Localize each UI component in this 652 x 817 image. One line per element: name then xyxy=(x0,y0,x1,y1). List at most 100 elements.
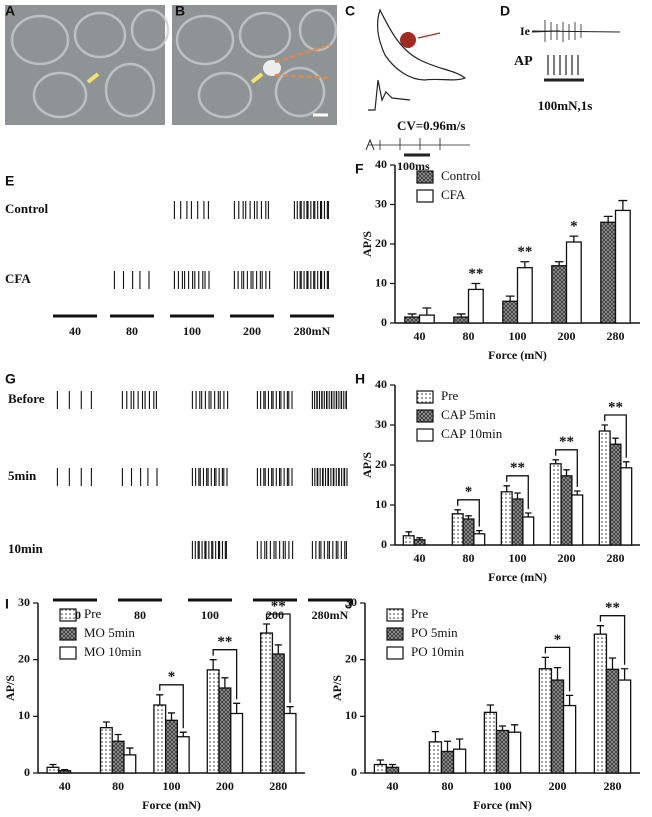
error-bar xyxy=(612,437,619,445)
y-axis-label: AP/S xyxy=(360,231,374,257)
error-bar xyxy=(407,313,417,318)
bar xyxy=(502,300,519,324)
bar xyxy=(600,221,617,324)
x-tick-label: 100 xyxy=(509,329,527,343)
bar xyxy=(452,748,467,774)
bar xyxy=(404,316,421,324)
bar xyxy=(550,679,565,774)
error-bar xyxy=(603,215,613,223)
bar xyxy=(538,668,553,774)
significance-bracket xyxy=(212,649,238,700)
ie-label: Ie xyxy=(520,24,531,38)
bar xyxy=(507,731,522,774)
force-label: 80 xyxy=(126,324,138,338)
bar xyxy=(473,533,486,546)
error-bar xyxy=(61,768,69,771)
bar xyxy=(206,669,220,774)
error-bar xyxy=(416,537,423,540)
error-bar xyxy=(608,657,617,670)
significance-bracket xyxy=(544,646,571,692)
error-bar xyxy=(422,307,432,316)
error-bar xyxy=(574,490,581,495)
row-label: 10min xyxy=(8,541,43,556)
bar xyxy=(609,443,622,546)
error-bar xyxy=(443,740,452,752)
error-bar xyxy=(498,725,507,731)
y-tick-label: 30 xyxy=(375,417,387,431)
force-label: 40 xyxy=(69,324,81,338)
bar xyxy=(428,741,443,774)
legend-label: CAP 10min xyxy=(441,426,503,441)
ap-label: AP xyxy=(514,54,533,69)
legend-swatch xyxy=(59,646,77,660)
legend-label: Control xyxy=(441,168,481,183)
error-bar xyxy=(618,199,628,211)
row-label: CFA xyxy=(5,271,31,286)
significance-label: * xyxy=(168,669,176,685)
y-tick-label: 0 xyxy=(24,765,30,779)
error-bar xyxy=(263,623,271,634)
legend-label: PO 10min xyxy=(411,644,465,659)
error-bar xyxy=(167,712,176,721)
bar xyxy=(230,712,244,774)
significance-bracket xyxy=(265,613,291,703)
significance-bracket xyxy=(159,684,184,729)
x-tick-label: 280 xyxy=(607,551,625,565)
panel-label: G xyxy=(5,371,16,387)
error-bar xyxy=(274,644,282,654)
bar xyxy=(511,498,524,546)
bar xyxy=(551,265,568,324)
x-tick-label: 100 xyxy=(494,779,512,793)
significance-bracket xyxy=(457,499,480,527)
error-bar xyxy=(233,702,241,714)
error-bar xyxy=(286,706,294,714)
y-axis-label: AP/S xyxy=(360,452,374,478)
error-bar xyxy=(471,282,481,290)
bar xyxy=(99,727,113,774)
error-bar xyxy=(126,747,134,755)
error-bar xyxy=(620,668,629,681)
error-bar xyxy=(156,694,164,705)
y-tick-label: 10 xyxy=(375,275,387,289)
legend-label: Pre xyxy=(441,388,459,403)
significance-label: * xyxy=(465,484,473,500)
significance-label: ** xyxy=(468,266,483,282)
error-bar xyxy=(376,759,385,765)
bar xyxy=(418,314,435,324)
x-axis-label: Force (mN) xyxy=(142,798,201,812)
x-tick-label: 200 xyxy=(558,551,576,565)
bar xyxy=(614,209,631,324)
bar xyxy=(549,463,562,546)
panel-label: H xyxy=(355,371,365,387)
row-label: 5min xyxy=(8,468,37,483)
legend-swatch xyxy=(416,390,434,404)
significance-label: ** xyxy=(517,244,532,260)
x-tick-label: 40 xyxy=(414,329,426,343)
force-label: 100 xyxy=(201,608,219,622)
significance-bracket xyxy=(599,615,626,665)
error-bar xyxy=(209,659,217,670)
panel-label: C xyxy=(345,3,355,19)
error-bar xyxy=(503,485,510,492)
bar xyxy=(522,516,535,546)
y-tick-label: 10 xyxy=(18,708,30,722)
error-bar xyxy=(563,469,570,476)
legend-swatch xyxy=(59,608,77,622)
error-bar xyxy=(514,492,521,499)
bar xyxy=(598,430,611,546)
micrograph-a xyxy=(5,5,170,125)
legend-swatch xyxy=(386,608,404,622)
error-bar xyxy=(455,738,464,750)
significance-bracket xyxy=(555,449,578,487)
error-bar xyxy=(601,424,608,431)
panel-label: I xyxy=(5,596,9,612)
significance-bracket xyxy=(506,475,529,509)
force-label: 100 xyxy=(183,324,201,338)
bar xyxy=(153,704,167,774)
bar xyxy=(451,513,464,546)
error-bar xyxy=(510,724,519,733)
bar xyxy=(605,668,620,774)
x-tick-label: 200 xyxy=(549,779,567,793)
legend-swatch xyxy=(416,170,434,184)
error-bar xyxy=(554,261,564,266)
